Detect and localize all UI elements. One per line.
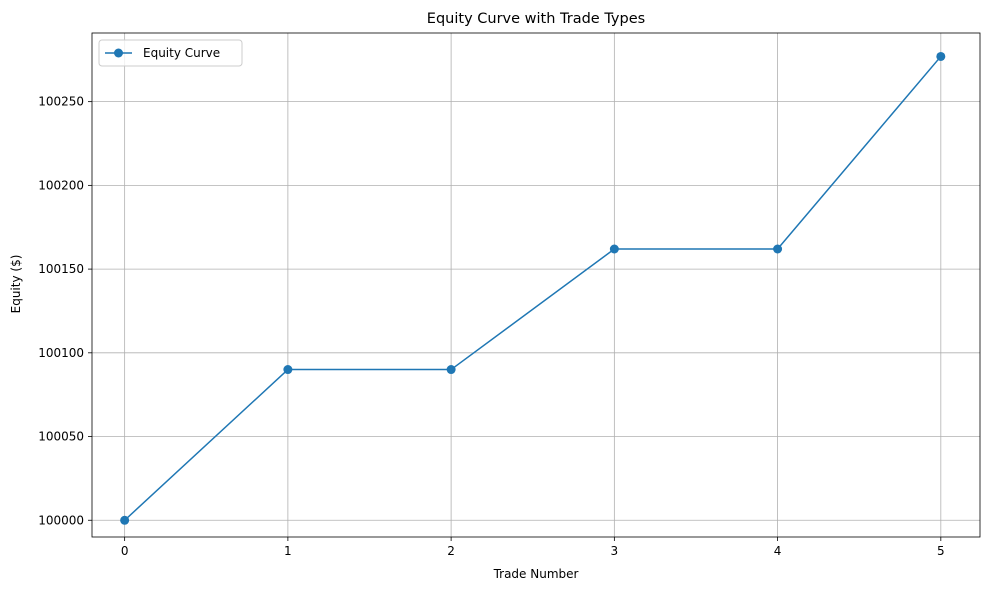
plot-frame — [91, 32, 981, 538]
y-tick-label-100050: 100050 — [38, 430, 84, 444]
series-line-equity-curve — [124, 55, 942, 521]
y-tick-label-100200: 100200 — [38, 178, 84, 192]
y-tick-label-100250: 100250 — [38, 95, 84, 109]
x-tick-label-2: 2 — [447, 544, 455, 558]
data-point-0 — [120, 515, 130, 525]
x-tick-label-1: 1 — [284, 544, 292, 558]
x-tick-label-0: 0 — [121, 544, 129, 558]
grid-lines — [92, 33, 980, 537]
x-tick-label-4: 4 — [774, 544, 782, 558]
y-tick-label-100150: 100150 — [38, 262, 84, 276]
axes — [91, 32, 981, 538]
data-point-4 — [773, 244, 783, 254]
legend: Equity Curve — [98, 39, 243, 67]
x-tick-label-3: 3 — [611, 544, 619, 558]
legend-box — [98, 39, 243, 67]
chart-title: Equity Curve with Trade Types — [427, 11, 645, 27]
x-axis-label: Trade Number — [493, 567, 579, 581]
series-layer — [120, 51, 946, 525]
data-point-3 — [609, 244, 619, 254]
legend-marker-swatch — [114, 48, 123, 58]
data-point-1 — [283, 365, 293, 375]
data-point-2 — [446, 365, 456, 375]
legend-label-equity-curve: Equity Curve — [143, 46, 220, 60]
y-axis-label: Equity ($) — [9, 255, 23, 314]
tick-marks: 0 1 2 3 4 5 100000 100050 100100 100150 100200 1002… — [38, 95, 944, 558]
y-tick-label-100000: 100000 — [38, 513, 84, 527]
y-tick-label-100100: 100100 — [38, 346, 84, 360]
x-tick-label-5: 5 — [937, 544, 945, 558]
data-point-5 — [936, 51, 946, 61]
